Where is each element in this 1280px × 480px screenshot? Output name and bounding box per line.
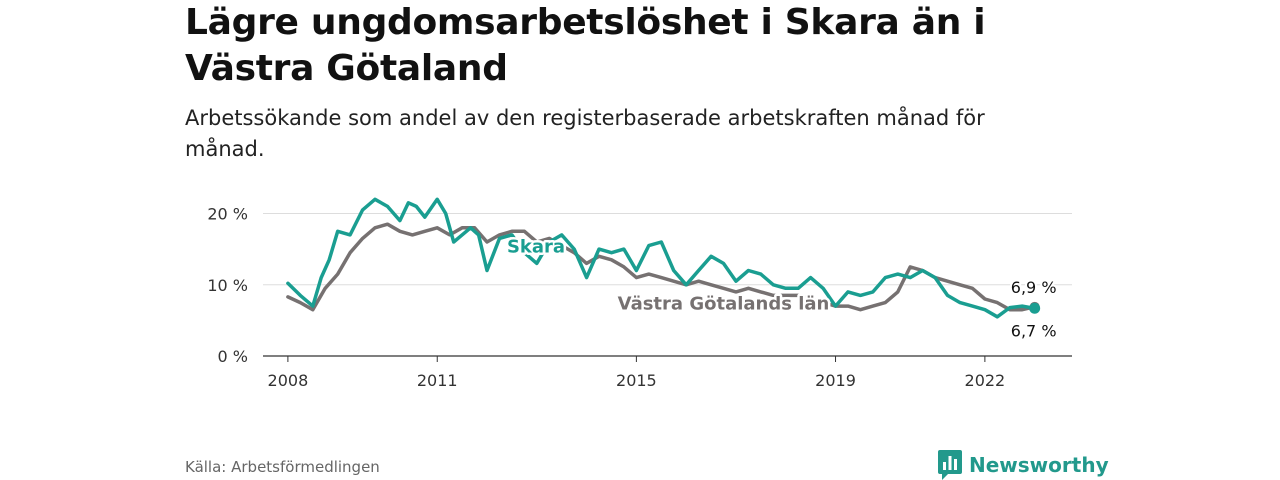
end-label-skara: 6,7 % [1011, 321, 1057, 340]
source-note: Källa: Arbetsförmedlingen [185, 458, 380, 476]
x-tick-label: 2022 [965, 371, 1006, 390]
series-label-vastra-gotaland: Västra Götalands län [618, 294, 830, 315]
x-tick-label: 2015 [616, 371, 657, 390]
series-line-vastra-gotaland [286, 222, 1037, 312]
newsworthy-icon [938, 450, 962, 480]
y-tick-label: 20 % [207, 205, 248, 224]
end-point-skara [1029, 302, 1041, 314]
series-label-skara: Skara [507, 237, 565, 258]
y-tick-label: 10 % [207, 276, 248, 295]
chart-title: Lägre ungdomsarbetslöshet i Skara än i V… [185, 2, 986, 89]
series-line-skara [286, 197, 1037, 319]
x-tick-label: 2008 [268, 371, 309, 390]
x-tick-label: 2011 [417, 371, 458, 390]
end-label-vastra-gotaland: 6,9 % [1011, 278, 1057, 297]
y-tick-label: 0 % [218, 347, 248, 366]
line-chart: 0 % 10 % 20 % 2008 2011 2015 2019 2022 Skara Väs… [207, 197, 1072, 390]
newsworthy-logo[interactable]: Newsworthy [938, 450, 1109, 480]
brand-name: Newsworthy [969, 453, 1109, 477]
chart-subtitle: Arbetssökande som andel av den registerb… [185, 106, 985, 161]
x-tick-label: 2019 [815, 371, 856, 390]
